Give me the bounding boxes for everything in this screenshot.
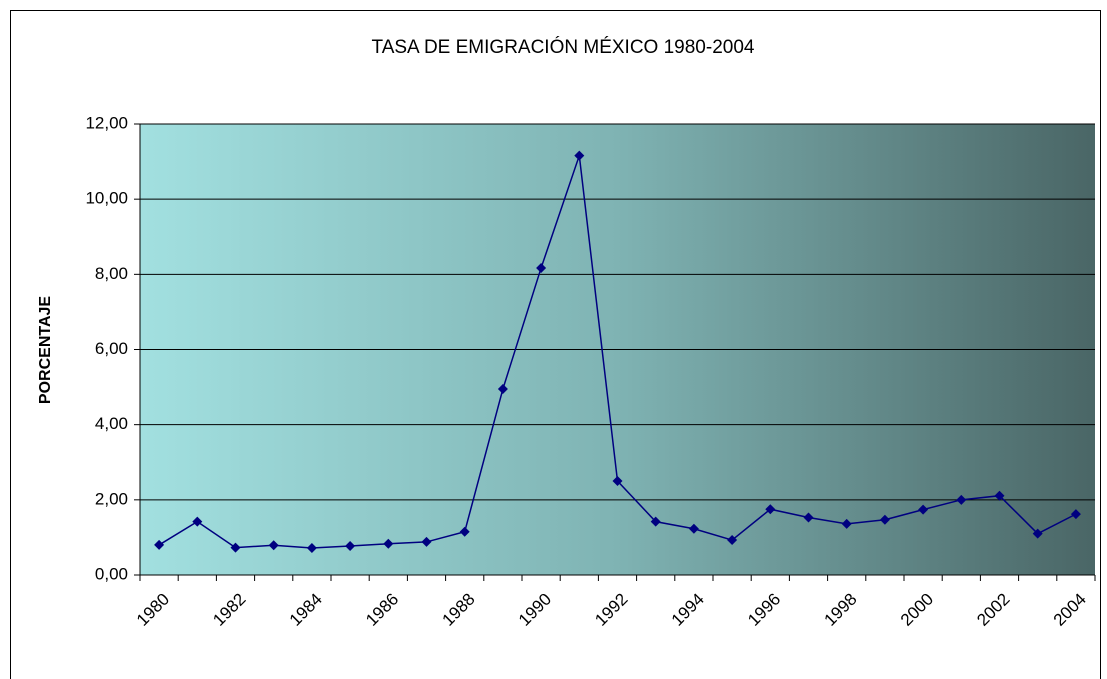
- marker: [1032, 528, 1043, 539]
- marker: [268, 540, 279, 551]
- marker: [994, 490, 1005, 501]
- marker: [421, 536, 432, 547]
- marker: [765, 504, 776, 515]
- y-tick-label: 2,00: [95, 489, 128, 508]
- marker: [803, 512, 814, 523]
- marker: [956, 494, 967, 505]
- chart-title: TASA DE EMIGRACIÓN MÉXICO 1980-2004: [372, 36, 755, 58]
- y-tick-label: 12,00: [85, 113, 128, 132]
- marker: [612, 476, 623, 487]
- marker: [154, 539, 165, 550]
- y-axis-label: PORCENTAJE: [37, 296, 54, 404]
- y-tick-label: 4,00: [95, 414, 128, 433]
- marker: [383, 538, 394, 549]
- marker: [497, 383, 508, 394]
- marker: [841, 518, 852, 529]
- marker: [1070, 509, 1081, 520]
- marker: [345, 541, 356, 552]
- marker: [536, 262, 547, 273]
- y-tick-label: 6,00: [95, 339, 128, 358]
- y-tick-label: 0,00: [95, 564, 128, 583]
- marker: [688, 523, 699, 534]
- marker: [918, 504, 929, 515]
- marker: [192, 516, 203, 527]
- marker: [879, 514, 890, 525]
- marker: [306, 542, 317, 553]
- marker: [727, 535, 738, 546]
- y-tick-label: 10,00: [85, 189, 128, 208]
- y-tick-label: 8,00: [95, 264, 128, 283]
- marker: [650, 516, 661, 527]
- marker: [574, 150, 585, 161]
- marker: [230, 542, 241, 553]
- marker: [459, 526, 470, 537]
